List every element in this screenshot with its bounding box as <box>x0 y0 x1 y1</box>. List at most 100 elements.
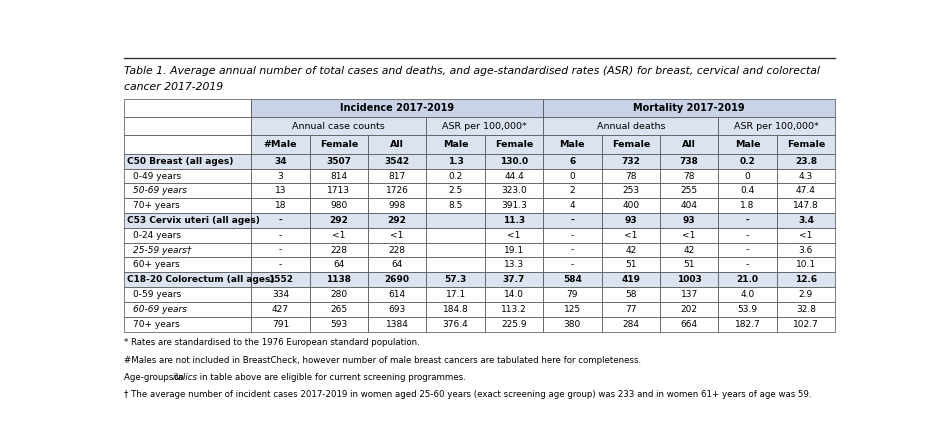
Text: 0: 0 <box>569 172 576 181</box>
Bar <box>602 154 660 169</box>
Bar <box>427 272 485 287</box>
Bar <box>251 154 310 169</box>
Text: 280: 280 <box>330 290 347 299</box>
Text: -: - <box>746 231 749 240</box>
Text: 228: 228 <box>388 246 405 255</box>
Text: 18: 18 <box>274 201 286 210</box>
Text: 1552: 1552 <box>268 275 293 284</box>
Text: 6: 6 <box>569 157 576 166</box>
Text: 0-59 years: 0-59 years <box>133 290 182 299</box>
Bar <box>124 317 251 331</box>
Bar <box>718 198 777 213</box>
Bar <box>485 213 543 228</box>
Bar <box>602 169 660 184</box>
Text: 17.1: 17.1 <box>446 290 465 299</box>
Bar <box>427 243 485 257</box>
Text: 202: 202 <box>680 305 697 314</box>
Text: 64: 64 <box>333 260 344 269</box>
Text: #Male: #Male <box>264 140 297 149</box>
Bar <box>602 287 660 302</box>
Bar <box>427 154 485 169</box>
Bar <box>660 184 718 198</box>
Bar <box>251 228 310 243</box>
Bar <box>251 198 310 213</box>
Bar <box>660 272 718 287</box>
Text: 12.6: 12.6 <box>795 275 817 284</box>
Bar <box>310 317 368 331</box>
Text: Male: Male <box>443 140 468 149</box>
Bar <box>660 287 718 302</box>
Bar <box>718 228 777 243</box>
Bar <box>310 213 368 228</box>
Bar <box>777 154 835 169</box>
Text: -: - <box>279 216 283 225</box>
Text: 0.4: 0.4 <box>740 186 754 196</box>
Bar <box>368 228 427 243</box>
Text: 21.0: 21.0 <box>737 275 758 284</box>
Text: 391.3: 391.3 <box>501 201 527 210</box>
Bar <box>310 135 368 154</box>
Bar <box>124 184 251 198</box>
Bar <box>124 117 251 135</box>
Text: 47.4: 47.4 <box>796 186 816 196</box>
Text: Annual deaths: Annual deaths <box>596 122 665 131</box>
Bar <box>124 272 251 287</box>
Text: 376.4: 376.4 <box>443 320 468 329</box>
Bar <box>310 169 368 184</box>
Bar <box>777 243 835 257</box>
Bar <box>777 135 835 154</box>
Bar <box>718 257 777 272</box>
Bar <box>251 243 310 257</box>
Text: 8.5: 8.5 <box>448 201 462 210</box>
Text: -: - <box>571 246 574 255</box>
Bar <box>543 135 602 154</box>
Bar <box>368 287 427 302</box>
Bar <box>543 257 602 272</box>
Bar <box>660 257 718 272</box>
Text: 1003: 1003 <box>677 275 702 284</box>
Text: Female: Female <box>787 140 825 149</box>
Text: 998: 998 <box>388 201 406 210</box>
Text: 1.3: 1.3 <box>447 157 463 166</box>
Text: All: All <box>682 140 696 149</box>
Text: <1: <1 <box>624 231 637 240</box>
Bar <box>124 243 251 257</box>
Text: 732: 732 <box>622 157 640 166</box>
Text: 738: 738 <box>680 157 698 166</box>
Text: Female: Female <box>495 140 534 149</box>
Text: 3542: 3542 <box>385 157 410 166</box>
Bar <box>718 135 777 154</box>
Text: 323.0: 323.0 <box>501 186 527 196</box>
Bar <box>543 317 602 331</box>
Text: 228: 228 <box>330 246 347 255</box>
Bar <box>602 198 660 213</box>
Text: 980: 980 <box>330 201 347 210</box>
Bar <box>310 257 368 272</box>
Bar <box>124 287 251 302</box>
Bar <box>718 117 835 135</box>
Text: 693: 693 <box>388 305 406 314</box>
Bar <box>427 228 485 243</box>
Text: 400: 400 <box>622 201 639 210</box>
Bar <box>543 184 602 198</box>
Bar <box>427 169 485 184</box>
Text: 1713: 1713 <box>328 186 350 196</box>
Text: <1: <1 <box>332 231 345 240</box>
Text: 58: 58 <box>625 290 636 299</box>
Bar <box>485 257 543 272</box>
Bar <box>777 302 835 317</box>
Bar <box>124 198 251 213</box>
Text: * Rates are standardised to the 1976 European standard population.: * Rates are standardised to the 1976 Eur… <box>124 338 420 347</box>
Bar <box>251 135 310 154</box>
Text: 3507: 3507 <box>327 157 351 166</box>
Text: 0.2: 0.2 <box>448 172 462 181</box>
Bar <box>777 198 835 213</box>
Bar <box>543 117 718 135</box>
Text: 25-59 years†: 25-59 years† <box>133 246 192 255</box>
Bar <box>543 302 602 317</box>
Text: Table 1. Average annual number of total cases and deaths, and age-standardised r: Table 1. Average annual number of total … <box>124 66 820 76</box>
Bar <box>777 272 835 287</box>
Bar <box>602 135 660 154</box>
Text: -: - <box>571 231 574 240</box>
Text: -: - <box>279 231 282 240</box>
